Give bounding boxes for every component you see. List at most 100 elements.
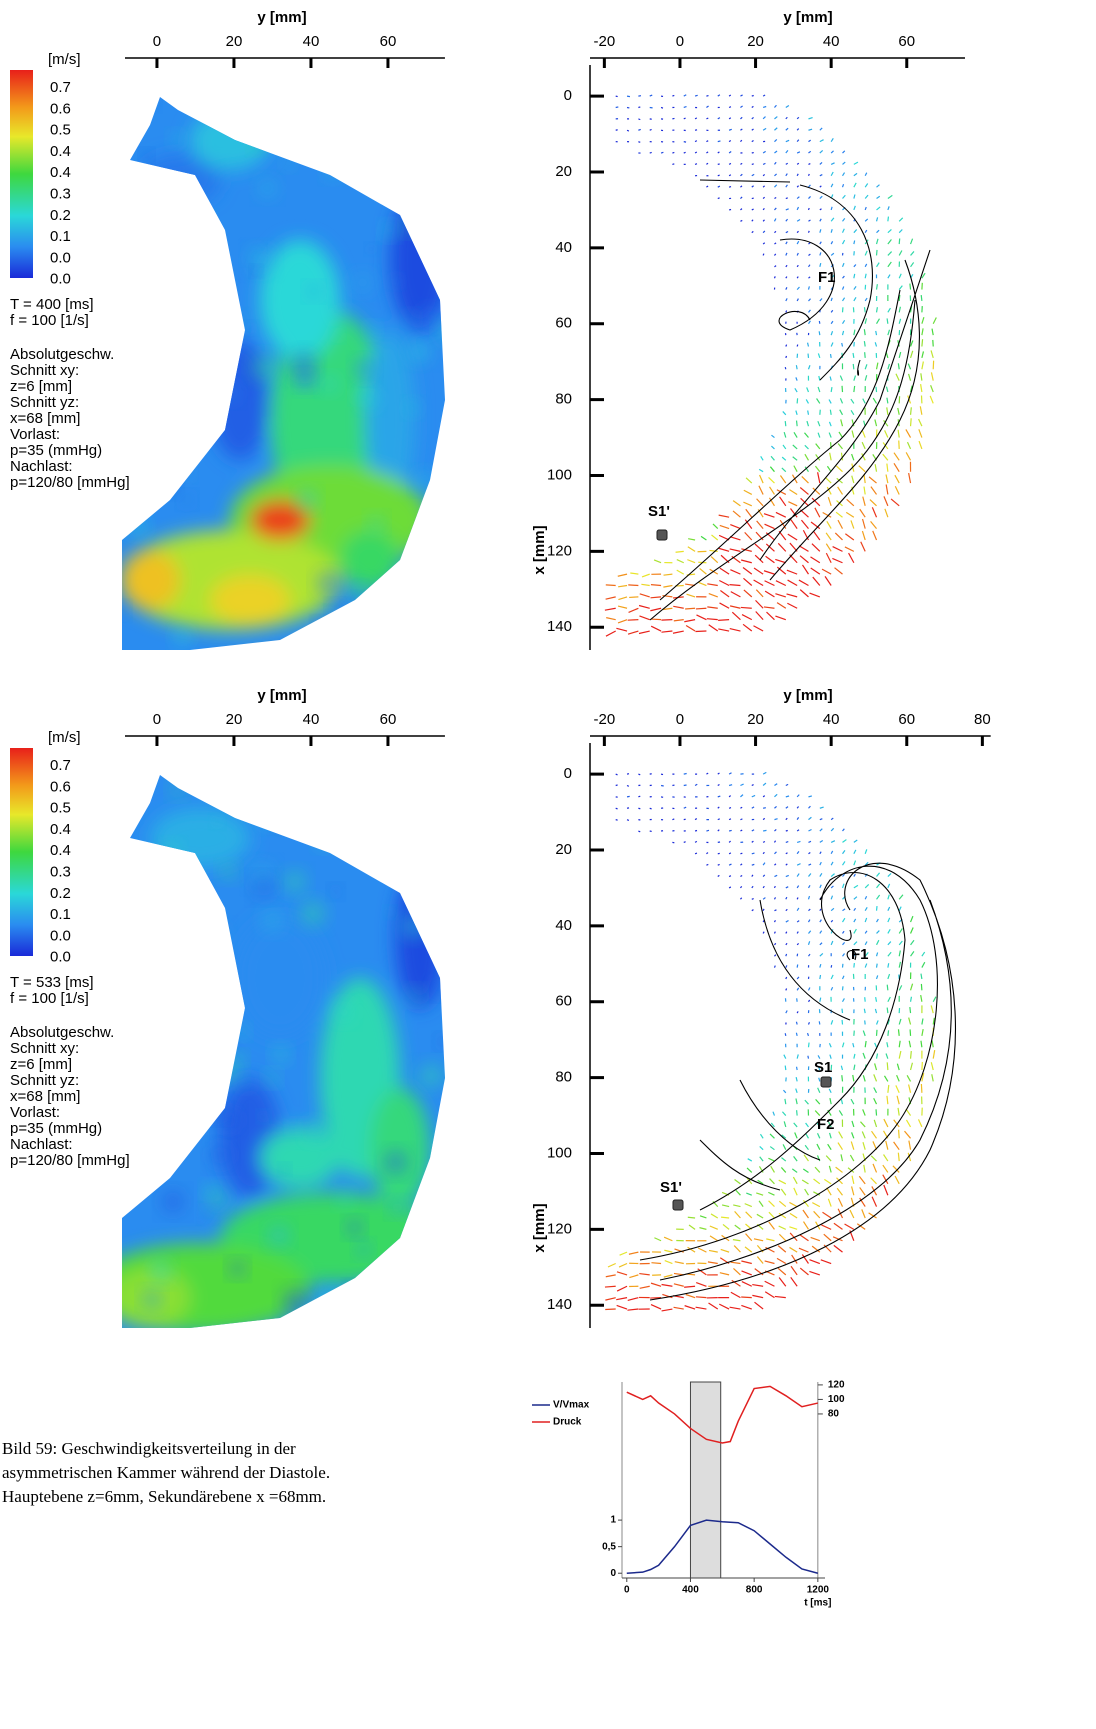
vector bbox=[819, 331, 820, 335]
vector bbox=[793, 1177, 797, 1184]
vector bbox=[786, 842, 788, 843]
vector bbox=[922, 317, 924, 324]
vector bbox=[774, 886, 775, 888]
vector bbox=[865, 964, 867, 968]
vector bbox=[808, 196, 810, 198]
y-tick-label: 0,5 bbox=[602, 1541, 616, 1552]
vector bbox=[808, 796, 811, 797]
vector bbox=[797, 807, 798, 809]
vector bbox=[768, 1192, 774, 1195]
x-tick-label: 0 bbox=[153, 33, 161, 50]
vector bbox=[662, 1284, 673, 1286]
vector bbox=[810, 593, 820, 597]
vector bbox=[797, 841, 800, 842]
caption-line: asymmetrischen Kammer während der Diasto… bbox=[2, 1463, 330, 1482]
vector bbox=[818, 387, 820, 392]
vector bbox=[786, 887, 788, 888]
vector bbox=[664, 1275, 673, 1277]
vector bbox=[752, 785, 754, 786]
vector bbox=[740, 807, 742, 808]
vector bbox=[918, 1119, 921, 1127]
vector bbox=[843, 184, 844, 187]
vector bbox=[735, 1225, 741, 1229]
vector bbox=[797, 864, 800, 866]
vector bbox=[797, 231, 798, 232]
vector bbox=[797, 943, 798, 944]
vector bbox=[740, 853, 742, 854]
vector bbox=[729, 876, 731, 877]
vector bbox=[774, 254, 775, 256]
colorbar-label: 0.2 bbox=[50, 207, 71, 224]
vector bbox=[695, 831, 697, 832]
vector bbox=[797, 988, 798, 991]
vector bbox=[606, 1275, 616, 1277]
vector bbox=[797, 1110, 798, 1115]
map-spot bbox=[440, 209, 458, 227]
vector bbox=[710, 1236, 718, 1241]
map-spot bbox=[419, 542, 429, 552]
map-spot bbox=[284, 871, 305, 892]
vector bbox=[808, 874, 810, 877]
vector bbox=[805, 1189, 809, 1195]
vector bbox=[888, 997, 890, 1002]
map-spot bbox=[221, 384, 239, 402]
vector bbox=[818, 472, 820, 483]
vector-field bbox=[605, 772, 936, 1311]
vector bbox=[899, 352, 900, 358]
vector bbox=[875, 1063, 877, 1070]
vector bbox=[899, 985, 902, 990]
map-spot bbox=[204, 994, 226, 1016]
map-spot bbox=[260, 806, 281, 827]
vector bbox=[639, 616, 649, 620]
vector bbox=[820, 807, 824, 808]
vector bbox=[906, 452, 910, 460]
vector bbox=[688, 547, 695, 552]
vector bbox=[877, 319, 880, 324]
map-spot bbox=[355, 360, 374, 379]
vector bbox=[799, 580, 809, 585]
vector bbox=[674, 1307, 684, 1309]
vector bbox=[730, 537, 740, 540]
y-tick-label: 0 bbox=[610, 1568, 616, 1579]
vector bbox=[797, 851, 799, 853]
vector bbox=[775, 559, 785, 562]
vector bbox=[911, 940, 914, 945]
vector bbox=[661, 152, 663, 153]
vector bbox=[774, 139, 776, 141]
vector bbox=[888, 195, 892, 198]
vector bbox=[800, 488, 808, 495]
map-spot bbox=[140, 318, 150, 328]
vector bbox=[731, 592, 741, 597]
map-spot bbox=[330, 886, 340, 896]
vector bbox=[808, 151, 810, 153]
vector bbox=[640, 1286, 650, 1288]
vector bbox=[763, 796, 765, 797]
vector bbox=[854, 897, 857, 900]
vector bbox=[852, 1132, 854, 1138]
vector bbox=[707, 607, 717, 608]
vector bbox=[616, 785, 618, 786]
vector bbox=[812, 544, 820, 552]
vector bbox=[898, 363, 899, 369]
vector bbox=[761, 456, 763, 460]
vector bbox=[816, 444, 820, 449]
vector bbox=[809, 1271, 819, 1274]
map-spot bbox=[269, 1225, 289, 1245]
vector bbox=[765, 581, 775, 586]
vector bbox=[797, 908, 799, 911]
map-spot bbox=[353, 809, 364, 820]
vector bbox=[795, 1132, 797, 1138]
vector bbox=[877, 185, 880, 187]
vector bbox=[686, 1295, 695, 1298]
vector bbox=[909, 1141, 911, 1150]
vector bbox=[786, 977, 787, 979]
map-spot bbox=[436, 1136, 454, 1154]
vector bbox=[651, 1305, 661, 1309]
vector bbox=[638, 796, 640, 797]
vector bbox=[718, 819, 720, 820]
vector bbox=[898, 408, 899, 415]
vector bbox=[808, 254, 810, 255]
vector bbox=[638, 129, 640, 130]
vector bbox=[695, 784, 697, 785]
colorbar-label: 0.4 bbox=[50, 842, 71, 859]
